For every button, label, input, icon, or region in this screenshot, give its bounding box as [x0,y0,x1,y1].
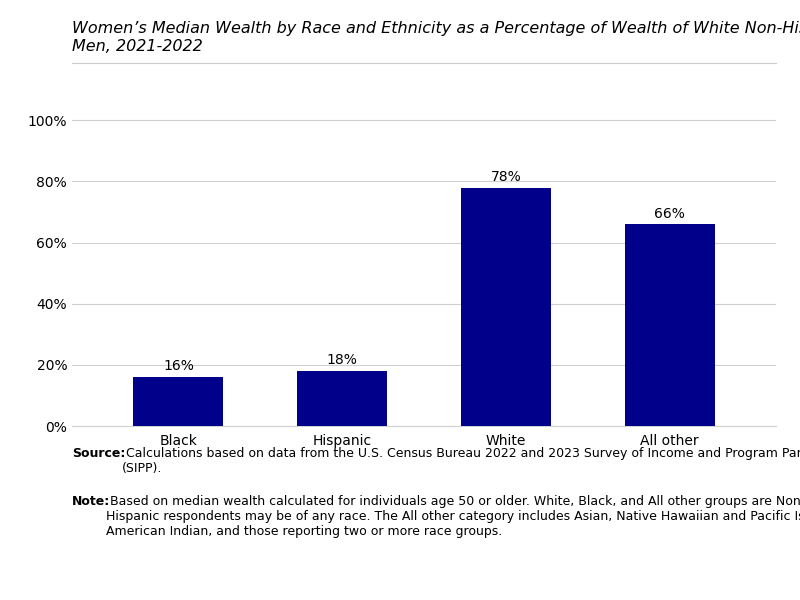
Text: 18%: 18% [326,353,358,367]
Text: Women’s Median Wealth by Race and Ethnicity as a Percentage of Wealth of White N: Women’s Median Wealth by Race and Ethnic… [72,21,800,36]
Bar [134,377,223,426]
Text: 78%: 78% [490,170,522,184]
Bar [625,224,714,426]
Text: Men, 2021-2022: Men, 2021-2022 [72,39,202,54]
Text: 16%: 16% [163,359,194,373]
Bar [461,188,551,426]
Text: Source:: Source: [72,447,126,460]
Text: 66%: 66% [654,206,685,221]
Text: Calculations based on data from the U.S. Census Bureau 2022 and 2023 Survey of I: Calculations based on data from the U.S.… [122,447,800,475]
Bar [297,371,387,426]
Text: Note:: Note: [72,495,110,508]
Text: Based on median wealth calculated for individuals age 50 or older. White, Black,: Based on median wealth calculated for in… [106,495,800,538]
